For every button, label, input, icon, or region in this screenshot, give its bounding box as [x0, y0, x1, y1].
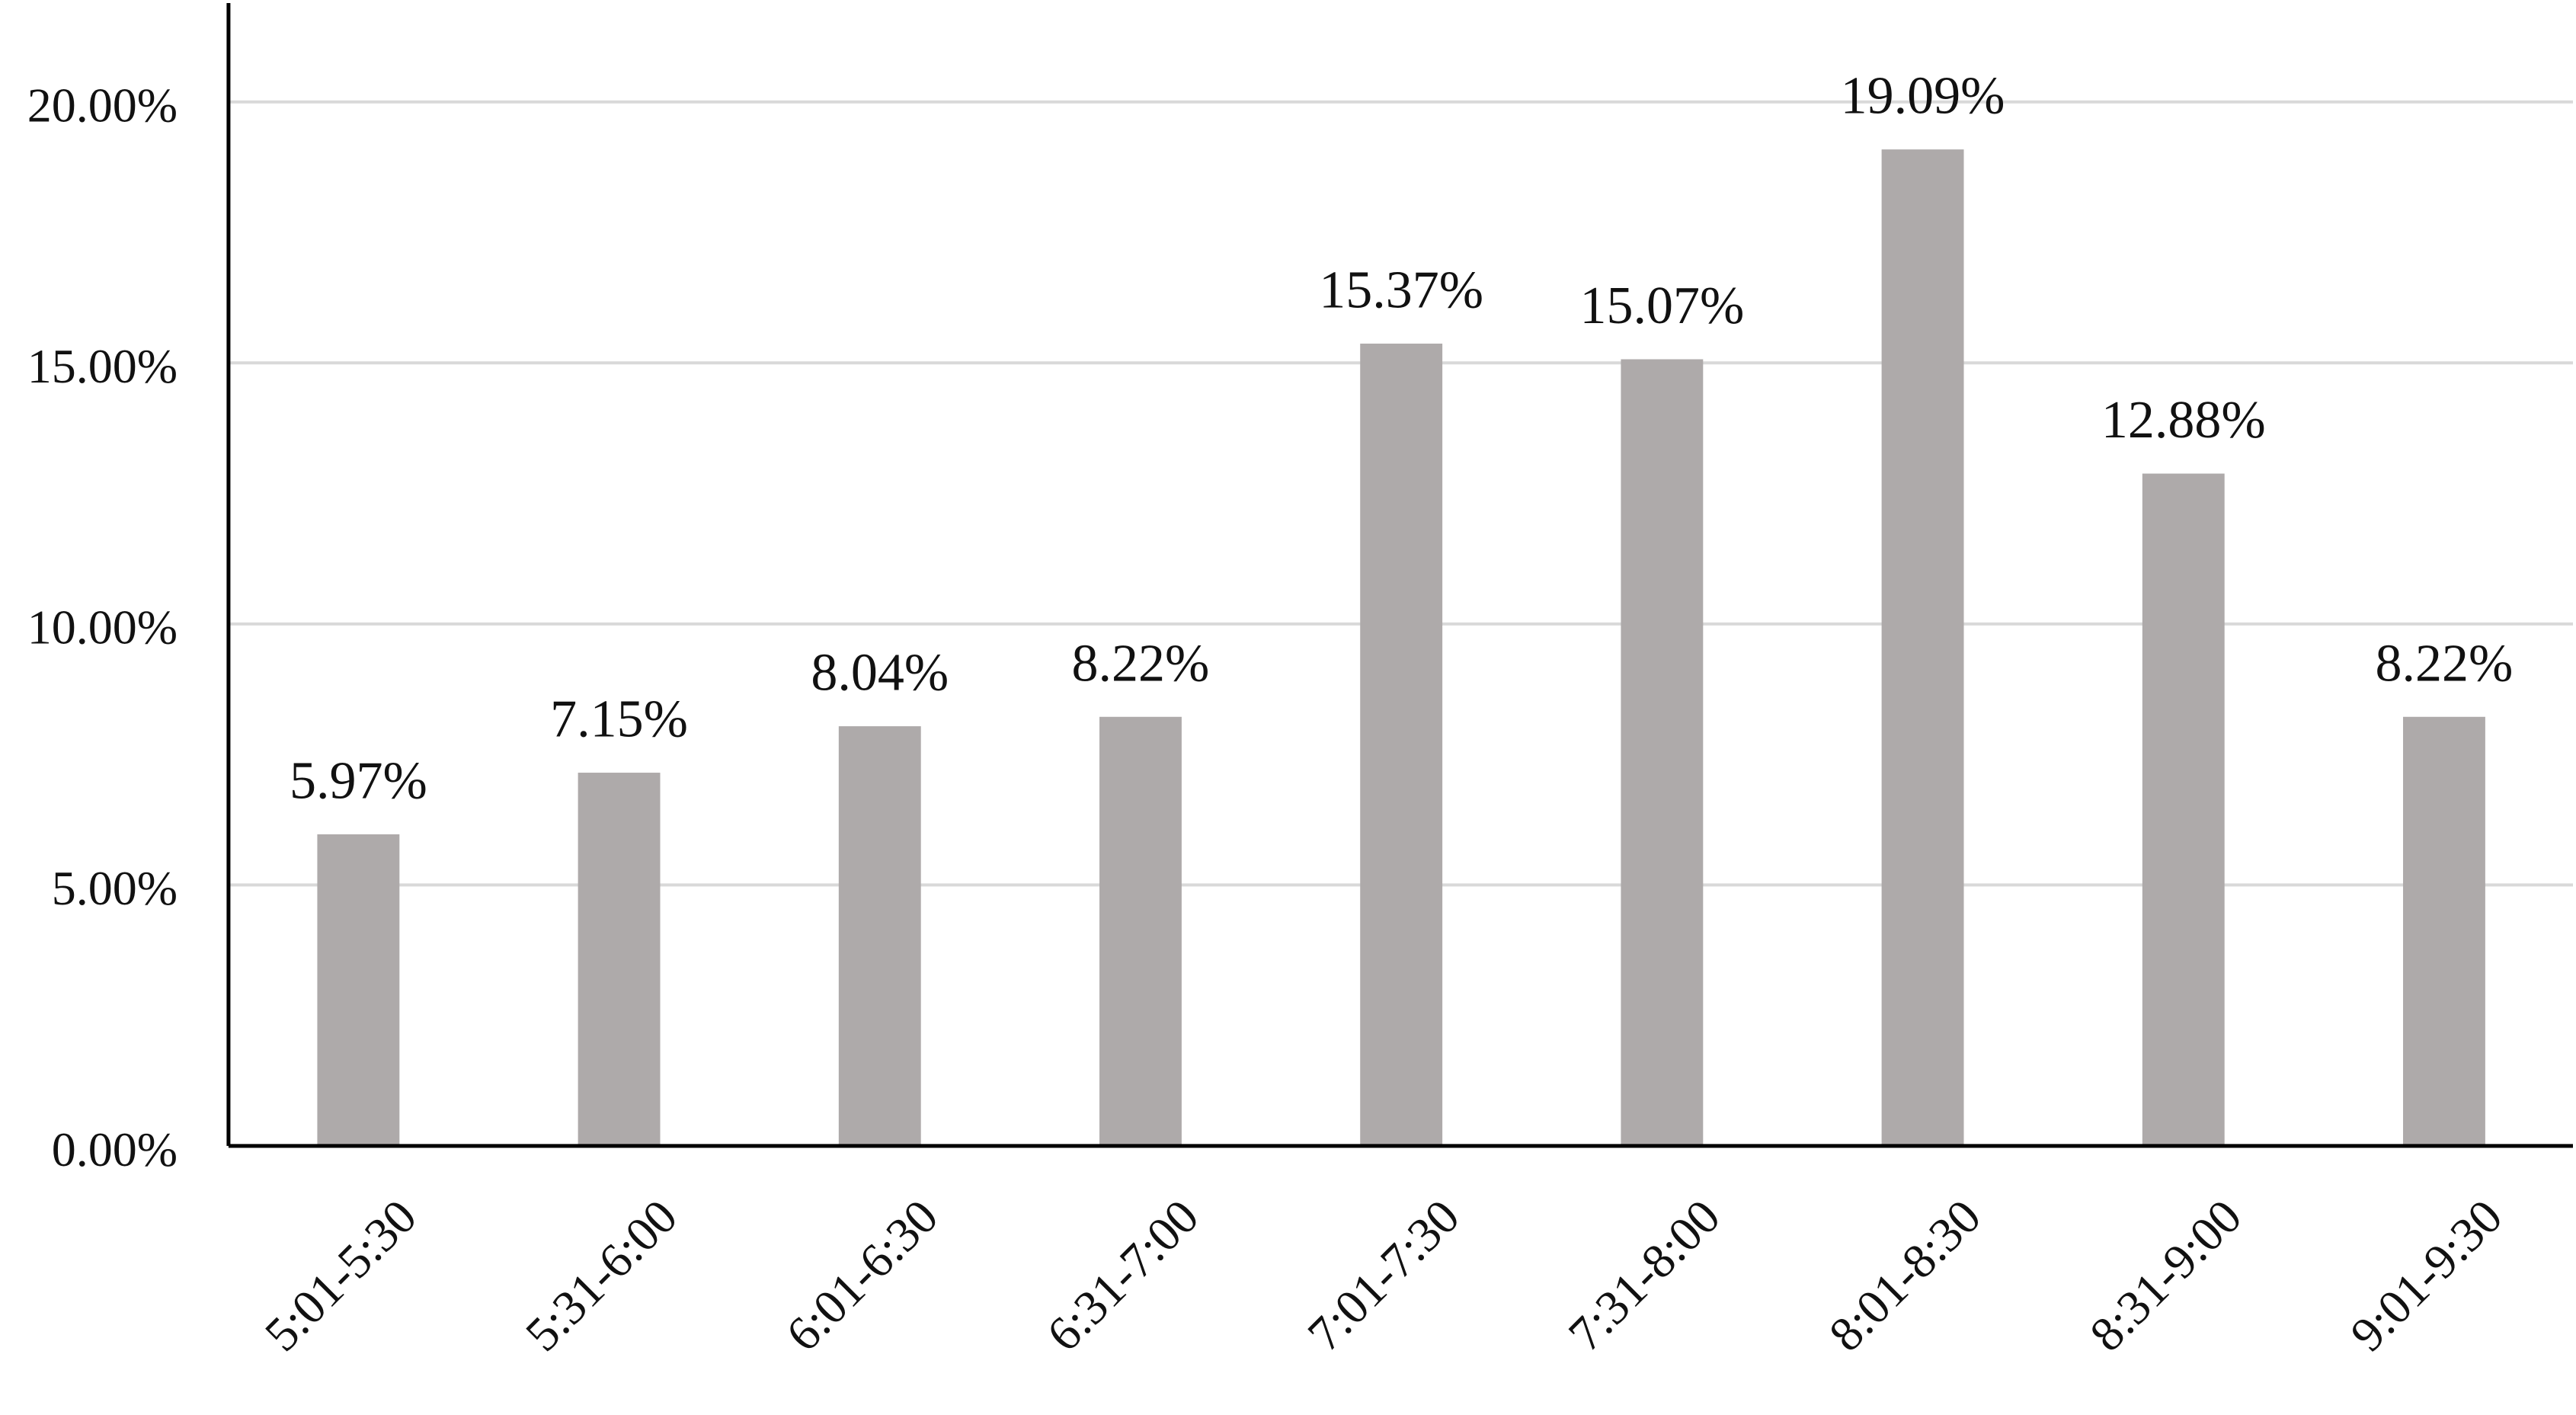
data-label: 8.22% [2376, 634, 2514, 693]
y-tick-label: 15.00% [27, 339, 178, 393]
y-tick-label: 0.00% [52, 1122, 178, 1176]
y-tick-label: 5.00% [52, 861, 178, 915]
x-tick-label: 7:01-7:30 [1298, 1189, 1470, 1362]
y-axis: 0.00% 5.00% 10.00% 15.00% 20.00% [27, 3, 231, 1176]
bar [578, 773, 661, 1146]
x-tick-label: 8:31-9:00 [2079, 1189, 2251, 1362]
x-tick-label: 6:31-7:00 [1036, 1189, 1208, 1362]
x-tick-label: 8:01-8:30 [1819, 1189, 1991, 1362]
data-label: 7.15% [550, 690, 688, 749]
data-label: 19.09% [1841, 67, 2005, 126]
data-label: 12.88% [2101, 391, 2266, 450]
bar [317, 834, 400, 1146]
data-labels: 5.97% 7.15% 8.04% 8.22% 15.37% 15.07% 19.09% 12… [290, 67, 2513, 811]
x-tick-label: 5:31-6:00 [515, 1189, 687, 1362]
bar [1881, 149, 1964, 1146]
x-tick-label: 9:01-9:30 [2340, 1189, 2512, 1362]
bar [2403, 716, 2485, 1146]
x-tick-label: 7:31-8:00 [1558, 1189, 1730, 1362]
bar [1621, 359, 1704, 1146]
bar [838, 726, 921, 1146]
x-axis: 5:01-5:30 5:31-6:00 6:01-6:30 6:31-7:00 7:01… [228, 1144, 2573, 1362]
bar [2142, 473, 2225, 1146]
data-label: 8.22% [1072, 634, 1210, 693]
data-label: 8.04% [811, 644, 949, 703]
bar [1360, 343, 1443, 1146]
bar [1099, 716, 1182, 1146]
data-label: 5.97% [290, 751, 427, 810]
y-tick-label: 20.00% [27, 78, 178, 133]
y-tick-label: 10.00% [27, 600, 178, 655]
bars [317, 149, 2485, 1146]
data-label: 15.37% [1319, 261, 1483, 319]
data-label: 15.07% [1579, 277, 1744, 335]
x-tick-label: 6:01-6:30 [776, 1189, 948, 1362]
x-tick-label: 5:01-5:30 [254, 1189, 427, 1362]
